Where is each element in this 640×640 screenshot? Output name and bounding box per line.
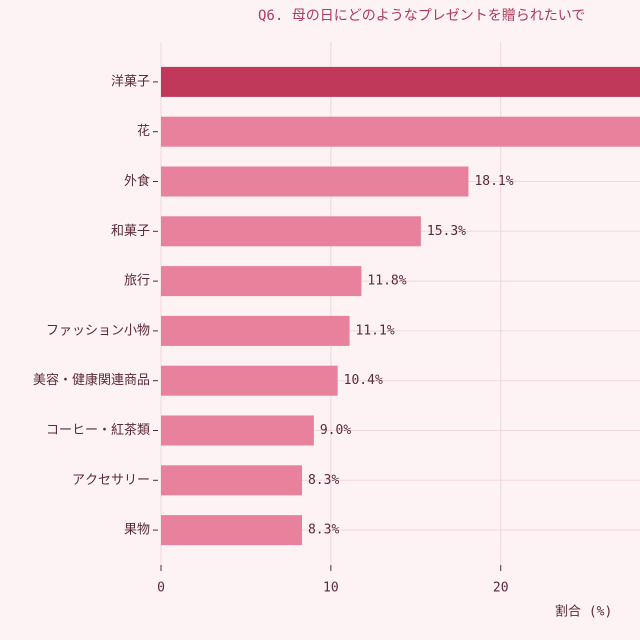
y-tick-label: 果物 <box>124 523 150 538</box>
bar <box>161 365 338 396</box>
y-tick-label: コーヒー・紅茶類 <box>46 422 150 438</box>
value-label: 11.8% <box>367 274 406 289</box>
y-tick-label: 洋菓子 <box>111 74 150 89</box>
bar <box>161 465 302 496</box>
bar <box>161 415 314 446</box>
value-label: 8.3% <box>308 523 339 538</box>
x-axis-label: 割合 (%) <box>555 604 612 620</box>
y-tick-label: 外食 <box>124 173 150 189</box>
bar <box>161 515 302 546</box>
bar <box>161 66 640 97</box>
bar <box>161 266 362 297</box>
x-tick-label: 10 <box>323 581 339 596</box>
y-tick-label: 和菓子 <box>111 224 150 239</box>
x-tick-label: 20 <box>493 581 509 596</box>
bar <box>161 315 350 346</box>
y-tick-label: ファッション小物 <box>46 323 150 338</box>
value-label: 11.1% <box>356 323 395 338</box>
value-label: 18.1% <box>474 174 513 189</box>
x-tick-label: 0 <box>157 581 165 596</box>
y-tick-label: 旅行 <box>124 274 150 289</box>
y-tick-label: 美容・健康関連商品 <box>33 372 150 388</box>
y-tick-label: アクセサリー <box>72 473 150 488</box>
value-label: 8.3% <box>308 473 339 488</box>
bar <box>161 216 421 247</box>
y-tick-label: 花 <box>137 123 150 139</box>
bar <box>161 116 640 147</box>
value-label: 15.3% <box>427 224 466 239</box>
chart-title: Q6. 母の日にどのようなプレゼントを贈られたいで <box>258 8 585 24</box>
bar <box>161 166 469 197</box>
value-label: 10.4% <box>344 373 383 388</box>
value-label: 9.0% <box>320 423 351 438</box>
